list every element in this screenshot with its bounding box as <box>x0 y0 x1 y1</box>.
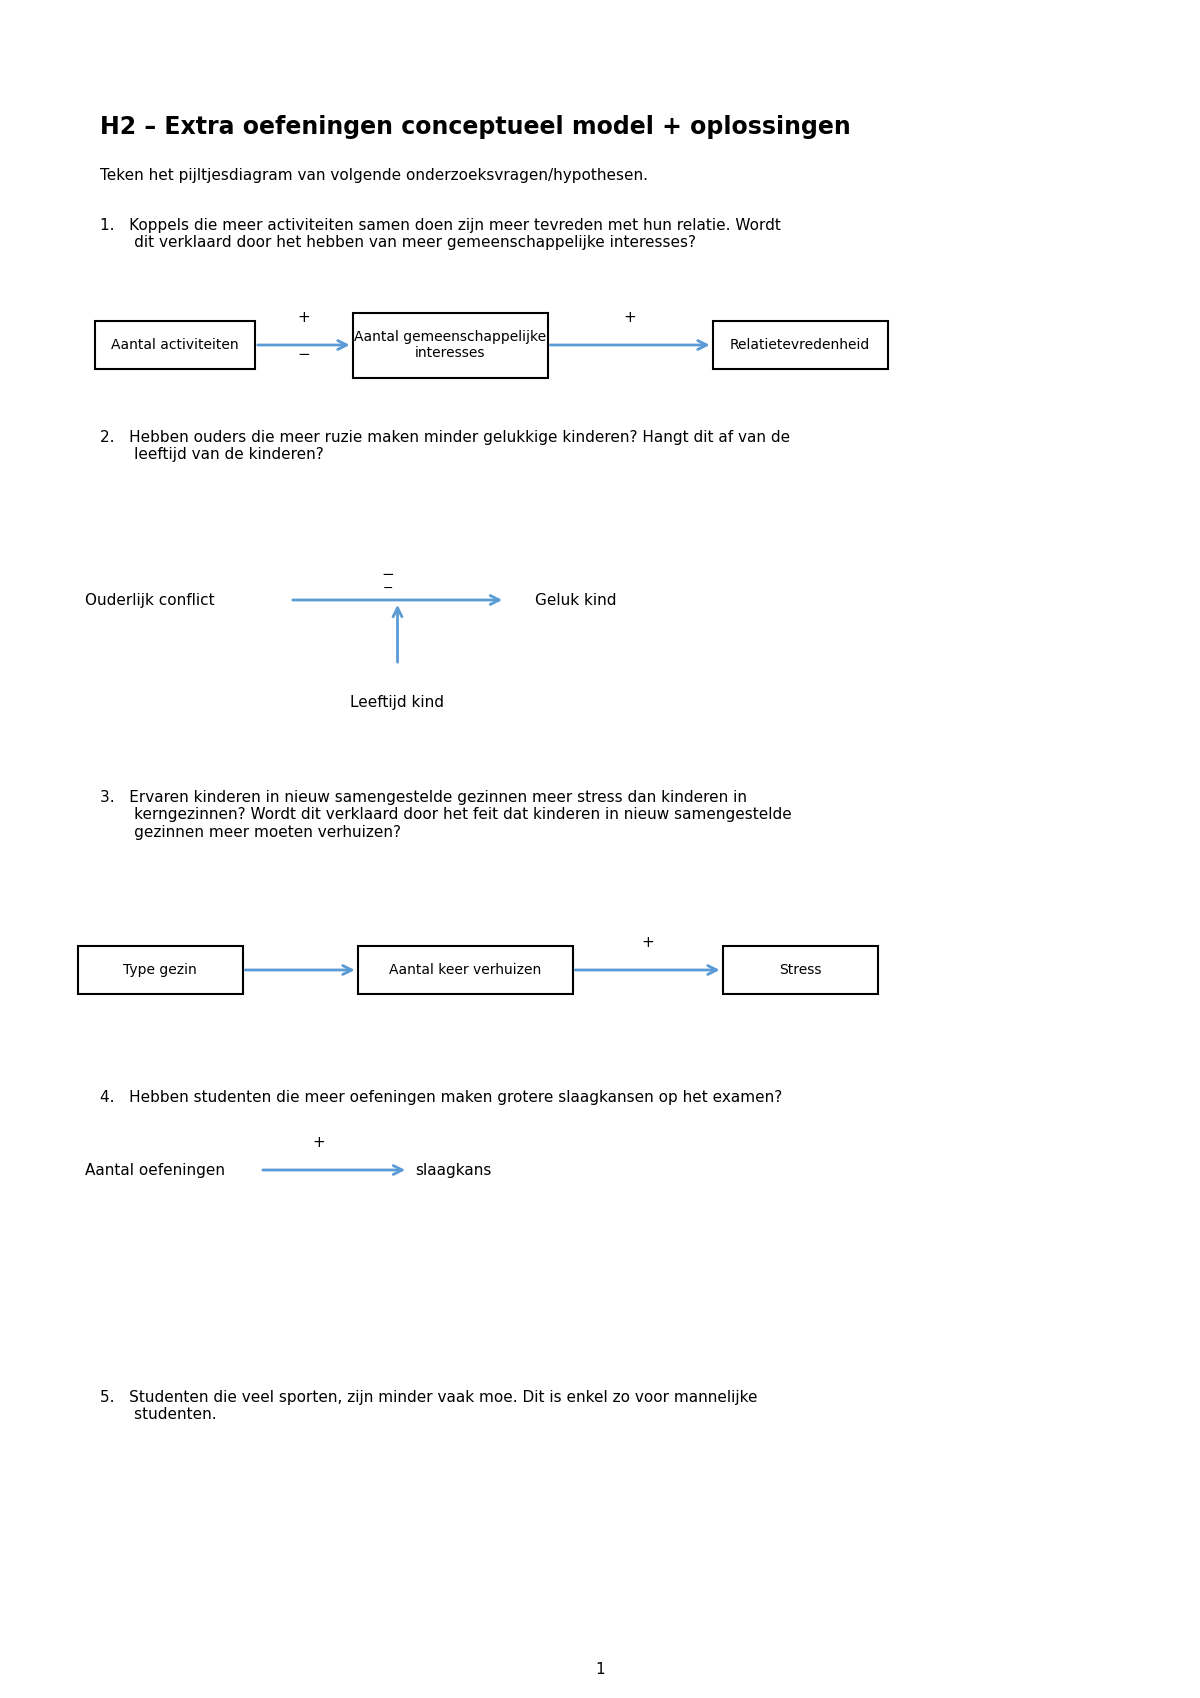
Text: Type gezin: Type gezin <box>124 963 197 976</box>
Bar <box>713 321 888 368</box>
Text: 5.   Studenten die veel sporten, zijn minder vaak moe. Dit is enkel zo voor mann: 5. Studenten die veel sporten, zijn mind… <box>100 1391 757 1423</box>
Text: Stress: Stress <box>779 963 821 976</box>
Text: Aantal oefeningen: Aantal oefeningen <box>85 1163 226 1177</box>
Bar <box>358 946 572 993</box>
Text: Teken het pijltjesdiagram van volgende onderzoeksvragen/hypothesen.: Teken het pijltjesdiagram van volgende o… <box>100 168 648 183</box>
Text: −: − <box>298 346 310 362</box>
Text: +: + <box>298 311 310 324</box>
Text: slaagkans: slaagkans <box>415 1163 491 1177</box>
Text: −: − <box>383 582 392 594</box>
Text: Aantal keer verhuizen: Aantal keer verhuizen <box>389 963 541 976</box>
Bar <box>722 946 877 993</box>
Text: 2.   Hebben ouders die meer ruzie maken minder gelukkige kinderen? Hangt dit af : 2. Hebben ouders die meer ruzie maken mi… <box>100 430 790 462</box>
Text: 3.   Ervaren kinderen in nieuw samengestelde gezinnen meer stress dan kinderen i: 3. Ervaren kinderen in nieuw samengestel… <box>100 790 792 841</box>
Text: +: + <box>624 311 636 324</box>
Text: Leeftijd kind: Leeftijd kind <box>350 694 444 710</box>
Text: 1: 1 <box>595 1662 605 1678</box>
Text: +: + <box>313 1134 325 1150</box>
Text: 4.   Hebben studenten die meer oefeningen maken grotere slaagkansen op het exame: 4. Hebben studenten die meer oefeningen … <box>100 1090 782 1105</box>
Text: Geluk kind: Geluk kind <box>535 593 617 608</box>
Text: Relatietevredenheid: Relatietevredenheid <box>730 338 870 351</box>
Bar <box>95 321 256 368</box>
Bar <box>78 946 242 993</box>
Text: Aantal gemeenschappelijke
interesses: Aantal gemeenschappelijke interesses <box>354 329 546 360</box>
Text: 1.   Koppels die meer activiteiten samen doen zijn meer tevreden met hun relatie: 1. Koppels die meer activiteiten samen d… <box>100 217 781 250</box>
Text: −: − <box>382 567 394 582</box>
Text: +: + <box>641 936 654 949</box>
Text: H2 – Extra oefeningen conceptueel model + oplossingen: H2 – Extra oefeningen conceptueel model … <box>100 115 851 139</box>
Text: Aantal activiteiten: Aantal activiteiten <box>112 338 239 351</box>
Text: Ouderlijk conflict: Ouderlijk conflict <box>85 593 215 608</box>
Bar <box>353 312 547 377</box>
